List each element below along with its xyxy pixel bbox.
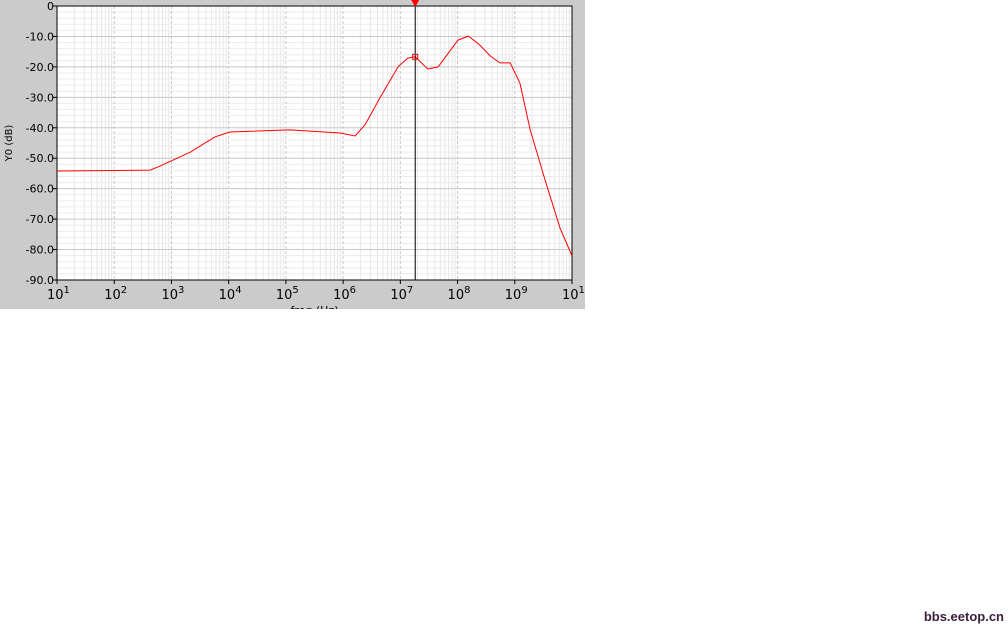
y-tick-label: -10.0 xyxy=(26,30,54,43)
cursor-marker xyxy=(412,53,419,60)
y-tick-label: -60.0 xyxy=(26,183,54,196)
cursor-handle xyxy=(411,0,420,7)
y-tick-label: -50.0 xyxy=(26,152,54,165)
x-tick-label: 104 xyxy=(219,285,242,303)
x-tick-label: 106 xyxy=(333,285,356,303)
x-tick-label: 102 xyxy=(104,285,127,303)
x-tick-label: 105 xyxy=(276,285,299,303)
x-tick-label: 108 xyxy=(448,285,471,303)
y-tick-label: -30.0 xyxy=(26,91,54,104)
x-tick-label: 109 xyxy=(505,285,528,303)
y-tick-label: -90.0 xyxy=(26,274,54,287)
y-axis-label: Y0 (dB) xyxy=(4,125,15,163)
y-tick-label: -70.0 xyxy=(26,213,54,226)
y-tick-label: -80.0 xyxy=(26,244,54,257)
plot-area xyxy=(57,6,572,280)
x-axis-label: freq (Hz) xyxy=(290,304,338,309)
y-tick-label: 0 xyxy=(47,0,54,13)
x-tick-label: 107 xyxy=(390,285,413,303)
y-tick-label: -20.0 xyxy=(26,61,54,74)
y-tick-label: -40.0 xyxy=(26,122,54,135)
x-tick-label: 101 xyxy=(47,285,70,303)
watermark: bbs.eetop.cn xyxy=(923,609,1004,624)
x-tick-label: 103 xyxy=(161,285,184,303)
plot-frame xyxy=(56,5,573,281)
